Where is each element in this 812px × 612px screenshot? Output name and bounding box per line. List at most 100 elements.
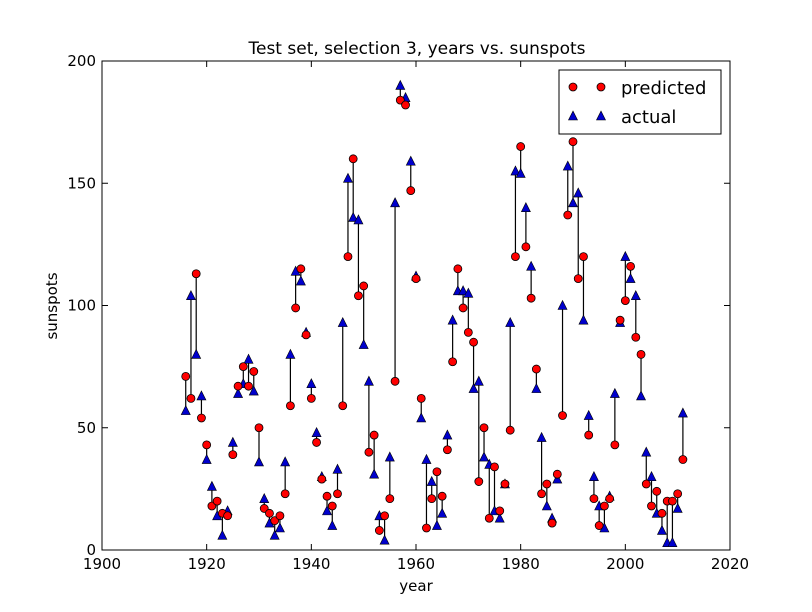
predicted-point <box>234 382 242 390</box>
predicted-point <box>224 512 232 520</box>
predicted-point <box>485 514 493 522</box>
predicted-point <box>339 402 347 410</box>
predicted-point <box>203 441 211 449</box>
y-axis-label: sunspots <box>43 272 61 339</box>
predicted-point <box>334 490 342 498</box>
legend-actual-label: actual <box>621 107 676 128</box>
predicted-point <box>297 265 305 273</box>
predicted-point <box>286 402 294 410</box>
predicted-point <box>517 143 525 151</box>
x-tick-label: 2020 <box>711 555 749 573</box>
predicted-point <box>579 253 587 261</box>
predicted-point <box>621 297 629 305</box>
predicted-point <box>370 431 378 439</box>
predicted-point <box>600 502 608 510</box>
predicted-point <box>402 101 410 109</box>
x-tick-label: 2000 <box>606 555 644 573</box>
predicted-point <box>632 333 640 341</box>
predicted-point <box>538 490 546 498</box>
predicted-point <box>354 292 362 300</box>
predicted-point <box>548 519 556 527</box>
predicted-point <box>653 487 661 495</box>
y-tick-label: 0 <box>86 541 96 559</box>
predicted-point <box>564 211 572 219</box>
predicted-point <box>438 492 446 500</box>
predicted-point <box>464 328 472 336</box>
predicted-point <box>590 495 598 503</box>
predicted-point <box>365 448 373 456</box>
predicted-point <box>323 492 331 500</box>
predicted-point <box>475 478 483 486</box>
predicted-point <box>318 475 326 483</box>
y-tick-label: 50 <box>77 419 96 437</box>
predicted-point <box>553 470 561 478</box>
x-tick-label: 1940 <box>292 555 330 573</box>
predicted-point <box>386 495 394 503</box>
predicted-point <box>313 438 321 446</box>
predicted-point <box>245 382 253 390</box>
predicted-point <box>250 368 258 376</box>
predicted-point <box>648 502 656 510</box>
predicted-point <box>658 509 666 517</box>
predicted-point <box>229 451 237 459</box>
x-axis-label: year <box>399 577 433 595</box>
predicted-point <box>381 512 389 520</box>
predicted-point <box>428 495 436 503</box>
predicted-point <box>595 522 603 530</box>
predicted-point <box>422 524 430 532</box>
predicted-point <box>255 424 263 432</box>
predicted-point <box>543 480 551 488</box>
predicted-point <box>506 426 514 434</box>
predicted-point <box>239 363 247 371</box>
predicted-point <box>443 446 451 454</box>
predicted-point <box>307 394 315 402</box>
predicted-point <box>276 512 284 520</box>
predicted-point <box>360 282 368 290</box>
predicted-point <box>569 138 577 146</box>
predicted-point <box>585 431 593 439</box>
predicted-point <box>391 377 399 385</box>
predicted-point <box>265 509 273 517</box>
predicted-point <box>501 480 509 488</box>
predicted-point <box>192 270 200 278</box>
predicted-point <box>375 526 383 534</box>
predicted-point <box>281 490 289 498</box>
predicted-point <box>616 316 624 324</box>
legend-predicted-label: predicted <box>621 78 706 99</box>
predicted-point <box>527 294 535 302</box>
predicted-point <box>470 338 478 346</box>
predicted-point <box>674 490 682 498</box>
predicted-point <box>433 468 441 476</box>
chart-title: Test set, selection 3, years vs. sunspot… <box>248 39 586 59</box>
predicted-point <box>611 441 619 449</box>
predicted-point <box>328 502 336 510</box>
x-tick-label: 1980 <box>502 555 540 573</box>
predicted-point <box>292 304 300 312</box>
predicted-point <box>491 463 499 471</box>
predicted-point <box>417 394 425 402</box>
predicted-point <box>449 358 457 366</box>
predicted-point <box>344 253 352 261</box>
predicted-point <box>559 412 567 420</box>
predicted-point <box>606 495 614 503</box>
predicted-point <box>407 187 415 195</box>
predicted-point <box>679 456 687 464</box>
predicted-point <box>642 480 650 488</box>
predicted-point <box>532 365 540 373</box>
predicted-point <box>349 155 357 163</box>
predicted-point <box>574 275 582 283</box>
x-tick-label: 1960 <box>397 555 435 573</box>
predicted-point <box>454 265 462 273</box>
legend-predicted-marker <box>569 83 577 91</box>
x-tick-label: 1920 <box>188 555 226 573</box>
y-tick-label: 100 <box>67 297 96 315</box>
predicted-point <box>496 507 504 515</box>
predicted-point <box>511 253 519 261</box>
predicted-point <box>627 262 635 270</box>
predicted-point <box>302 331 310 339</box>
predicted-point <box>412 275 420 283</box>
legend: predicted actual <box>559 70 721 134</box>
predicted-point <box>197 414 205 422</box>
predicted-point <box>459 304 467 312</box>
